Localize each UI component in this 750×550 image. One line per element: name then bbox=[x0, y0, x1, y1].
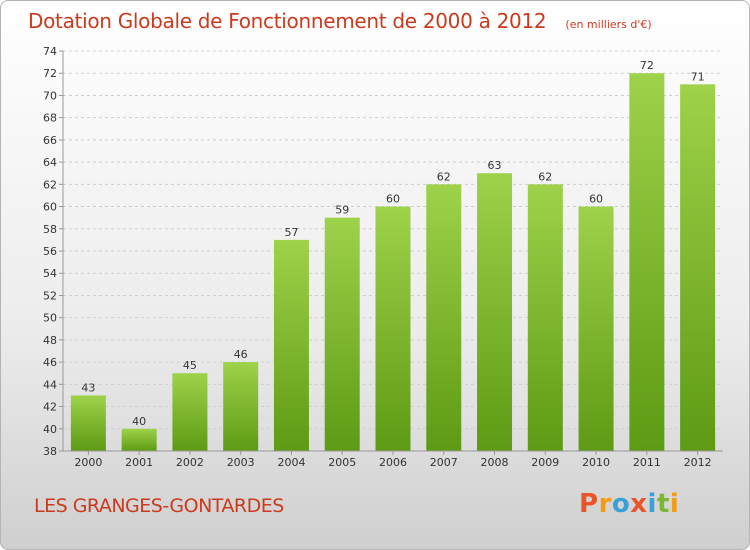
x-tick-label: 2005 bbox=[328, 456, 356, 469]
y-tick-label: 70 bbox=[43, 89, 57, 102]
data-label: 71 bbox=[691, 70, 705, 83]
data-labels: 43 40 45 46 57 59 60 62 63 62 60 72 71 bbox=[81, 59, 704, 428]
y-tick-label: 52 bbox=[43, 289, 57, 302]
y-tick-label: 54 bbox=[43, 267, 57, 280]
logo-letter: r bbox=[598, 489, 612, 519]
x-tick-label: 2004 bbox=[277, 456, 305, 469]
x-tick-label: 2010 bbox=[582, 456, 610, 469]
x-tick-label: 2000 bbox=[74, 456, 102, 469]
data-label: 46 bbox=[234, 348, 248, 361]
y-axis: 38 40 42 44 46 48 50 52 54 56 58 60 62 64 66 68 70 72 74 bbox=[43, 45, 64, 458]
data-label: 43 bbox=[81, 381, 95, 394]
y-tick-label: 66 bbox=[43, 134, 57, 147]
x-tick-label: 2011 bbox=[633, 456, 661, 469]
bar[interactable] bbox=[324, 217, 360, 451]
proxiti-logo[interactable]: Proxiti bbox=[579, 489, 679, 519]
data-label: 60 bbox=[386, 193, 400, 206]
bar[interactable] bbox=[172, 373, 208, 451]
title-row: Dotation Globale de Fonctionnement de 20… bbox=[28, 9, 652, 33]
logo-letter: i bbox=[647, 489, 657, 519]
y-tick-label: 44 bbox=[43, 378, 57, 391]
logo-letter: x bbox=[630, 489, 648, 519]
chart-unit: (en milliers d'€) bbox=[565, 18, 652, 31]
y-tick-label: 60 bbox=[43, 201, 57, 214]
y-tick-label: 62 bbox=[43, 178, 57, 191]
bar[interactable] bbox=[273, 239, 309, 451]
logo-letter: P bbox=[579, 489, 599, 519]
data-label: 59 bbox=[335, 204, 349, 217]
y-tick-label: 50 bbox=[43, 312, 57, 325]
bar[interactable] bbox=[527, 184, 563, 452]
bar[interactable] bbox=[121, 428, 157, 451]
bar[interactable] bbox=[223, 362, 259, 451]
data-label: 57 bbox=[284, 226, 298, 239]
bar[interactable] bbox=[629, 73, 665, 451]
bar[interactable] bbox=[477, 173, 513, 451]
data-label: 62 bbox=[437, 170, 451, 183]
bar[interactable] bbox=[70, 395, 106, 451]
x-tick-label: 2003 bbox=[227, 456, 255, 469]
logo-letter: o bbox=[611, 489, 631, 519]
y-tick-label: 40 bbox=[43, 423, 57, 436]
chart-title: Dotation Globale de Fonctionnement de 20… bbox=[28, 9, 547, 33]
data-label: 60 bbox=[589, 193, 603, 206]
x-tick-label: 2007 bbox=[430, 456, 458, 469]
y-tick-label: 74 bbox=[43, 45, 57, 58]
y-tick-label: 46 bbox=[43, 356, 57, 369]
x-tick-label: 2009 bbox=[531, 456, 559, 469]
x-tick-label: 2008 bbox=[481, 456, 509, 469]
data-label: 72 bbox=[640, 59, 654, 72]
bar[interactable] bbox=[426, 184, 462, 452]
bar[interactable] bbox=[680, 84, 716, 451]
y-tick-label: 68 bbox=[43, 112, 57, 125]
y-tick-label: 42 bbox=[43, 401, 57, 414]
y-tick-label: 56 bbox=[43, 245, 57, 258]
bar[interactable] bbox=[578, 206, 614, 451]
y-tick-label: 72 bbox=[43, 67, 57, 80]
y-tick-label: 48 bbox=[43, 334, 57, 347]
x-tick-label: 2012 bbox=[684, 456, 712, 469]
bar[interactable] bbox=[375, 206, 411, 451]
y-tick-label: 38 bbox=[43, 445, 57, 458]
x-tick-label: 2001 bbox=[125, 456, 153, 469]
data-label: 40 bbox=[132, 415, 146, 428]
commune-name: LES GRANGES-GONTARDES bbox=[34, 495, 284, 517]
x-tick-label: 2002 bbox=[176, 456, 204, 469]
logo-letter: t bbox=[656, 489, 670, 519]
data-label: 63 bbox=[488, 159, 502, 172]
y-tick-label: 64 bbox=[43, 156, 57, 169]
bars bbox=[70, 73, 716, 452]
logo-letter: i bbox=[669, 489, 680, 519]
data-label: 45 bbox=[183, 359, 197, 372]
y-tick-label: 58 bbox=[43, 223, 57, 236]
data-label: 62 bbox=[538, 170, 552, 183]
x-tick-label: 2006 bbox=[379, 456, 407, 469]
x-axis: 2000 2001 2002 2003 2004 2005 2006 2007 2008 2009… bbox=[63, 450, 723, 469]
